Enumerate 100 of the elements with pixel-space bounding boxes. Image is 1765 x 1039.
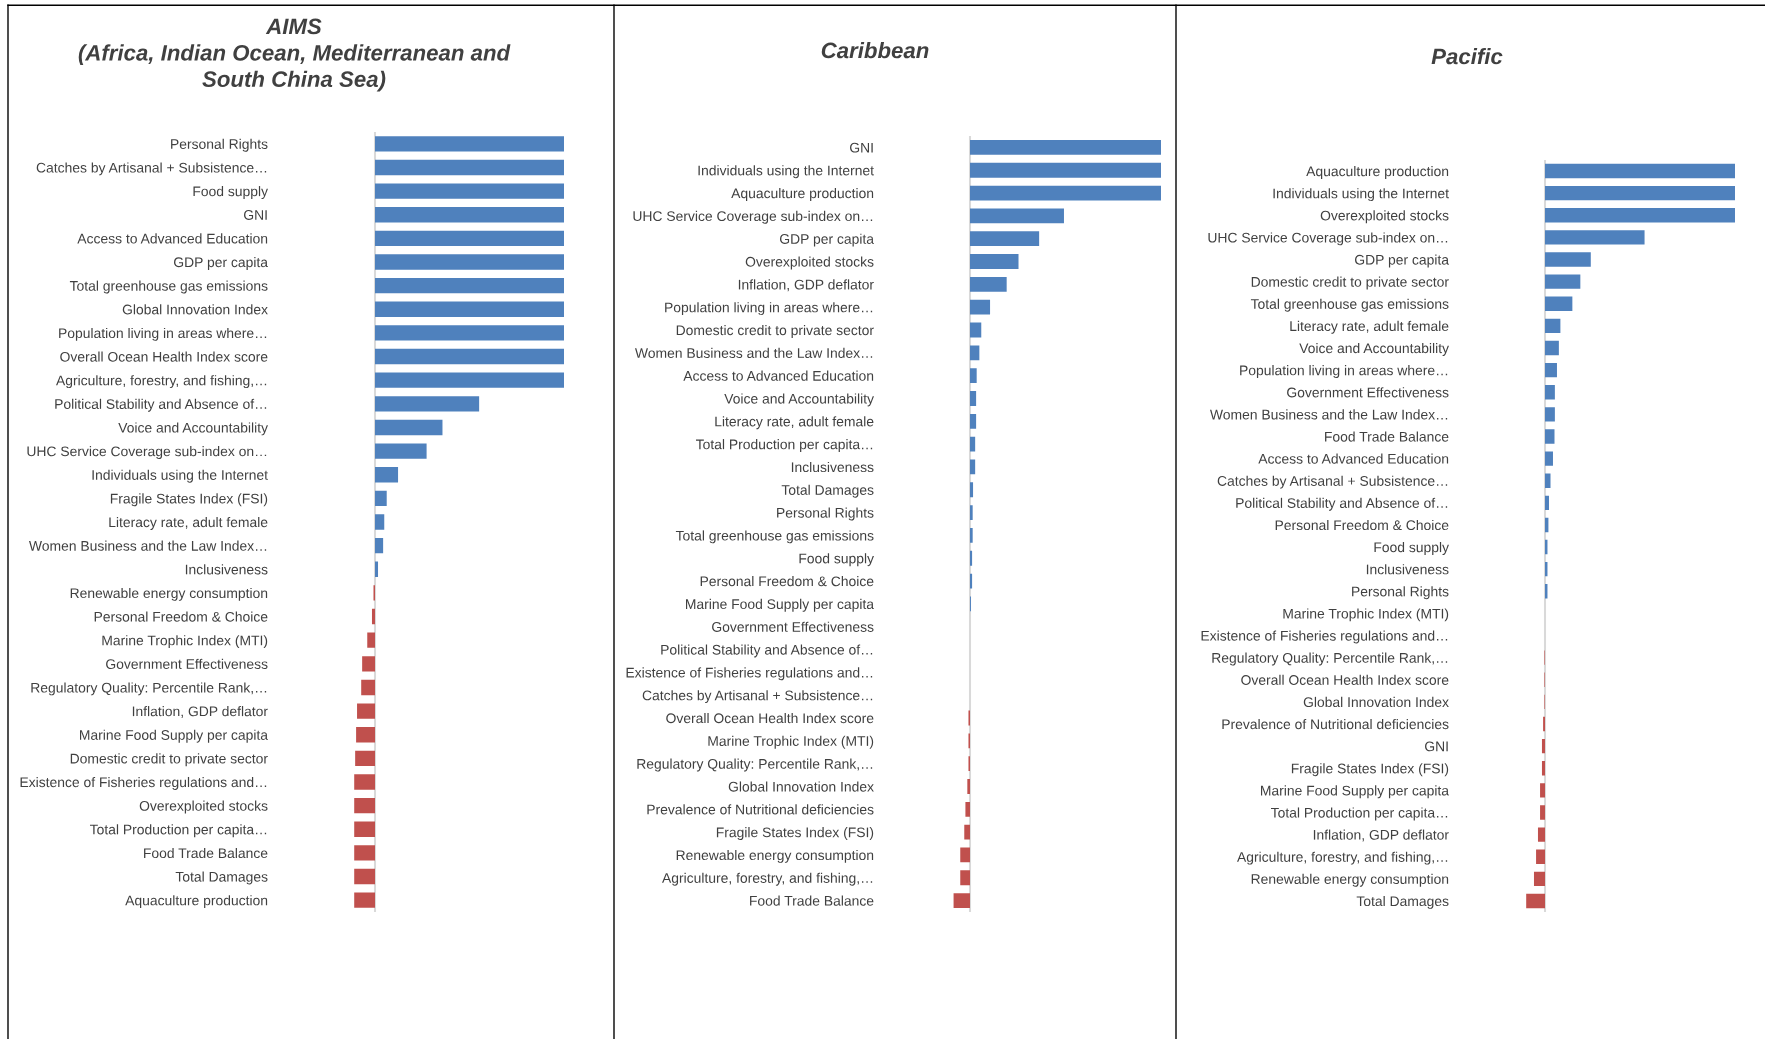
chart-title: Caribbean	[821, 42, 929, 59]
y-tick-label: Personal Freedom & Choice	[94, 611, 268, 622]
bar	[970, 413, 977, 429]
bar	[965, 801, 970, 817]
bar	[375, 254, 564, 270]
y-tick-label: Population living in areas where…	[665, 302, 873, 316]
y-tick-label: Regulatory Quality: Percentile Rank,…	[637, 758, 873, 772]
bar	[1545, 318, 1561, 334]
bar	[1545, 362, 1557, 378]
y-tick-label: Domestic credit to private sector	[676, 324, 874, 338]
y-tick-label: Overexploited stocks	[1320, 210, 1449, 224]
bar	[354, 892, 375, 908]
bar	[967, 779, 970, 794]
y-tick-label: Prevalence of Nutritional deficiencies	[647, 804, 874, 815]
y-tick-label: Total greenhouse gas emissions	[69, 280, 268, 294]
bar	[354, 868, 375, 885]
y-tick-label: Renewable energy consumption	[1251, 873, 1449, 887]
y-tick-label: Literacy rate, adult female	[1290, 320, 1449, 334]
y-tick-label: Inclusiveness	[1366, 564, 1449, 575]
bar	[1526, 893, 1545, 909]
bar	[964, 824, 970, 840]
bar	[1545, 163, 1735, 179]
y-tick-label: Aquaculture production	[1306, 166, 1449, 179]
bar	[970, 185, 1161, 201]
y-tick-label: Inclusiveness	[185, 564, 268, 575]
y-tick-label: Food supply	[1374, 542, 1449, 555]
y-tick-label: Personal Rights	[1352, 586, 1449, 600]
bar	[970, 345, 980, 361]
bar	[1545, 185, 1735, 201]
bar	[1545, 208, 1735, 223]
y-tick-label: Marine Trophic Index (MTI)	[102, 635, 268, 649]
y-tick-label: Inclusiveness	[791, 461, 874, 473]
bar	[1540, 783, 1545, 798]
y-tick-label: Food Trade Balance	[144, 847, 268, 859]
y-tick-label: Total Damages	[1356, 895, 1449, 909]
y-tick-label: Women Business and the Law Index…	[28, 540, 267, 551]
y-tick-label: Marine Trophic Index (MTI)	[708, 735, 874, 749]
y-tick-label: Aquaculture production	[731, 188, 874, 201]
y-tick-label: Access to Advanced Education	[683, 370, 874, 381]
y-tick-label: Global Innovation Index	[122, 304, 268, 315]
bar	[970, 208, 1064, 224]
bar	[1545, 429, 1555, 444]
y-tick-label: Voice and Accountability	[724, 393, 874, 407]
bar	[1536, 849, 1545, 864]
bar	[375, 159, 564, 176]
bar	[375, 301, 564, 317]
bar	[953, 893, 970, 909]
bar	[1545, 296, 1573, 311]
bar	[1545, 274, 1581, 289]
y-tick-label: Existence of Fisheries regulations and…	[1201, 630, 1448, 644]
bar	[1533, 871, 1545, 887]
y-tick-label: Personal Freedom & Choice	[1275, 519, 1449, 531]
y-tick-label: Government Effectiveness	[1287, 387, 1449, 398]
bar	[362, 656, 375, 672]
y-tick-label: Political Stability and Absence of…	[661, 644, 873, 658]
y-tick-label: UHC Service Coverage sub-index on…	[1208, 232, 1448, 246]
bar	[970, 505, 973, 521]
bar	[970, 436, 976, 452]
bar	[1537, 827, 1545, 842]
bar	[375, 325, 564, 341]
bar	[970, 299, 991, 315]
y-tick-label: GNI	[850, 142, 873, 153]
bar	[960, 847, 970, 863]
bar	[970, 391, 977, 406]
y-tick-label: Aquaculture production	[125, 895, 268, 909]
bar	[375, 467, 399, 483]
bar	[970, 527, 973, 543]
bar	[970, 573, 973, 589]
y-tick-label: Individuals using the Internet	[1273, 188, 1449, 202]
y-tick-label: Renewable energy consumption	[676, 849, 874, 863]
y-tick-label: Catches by Artisanal + Subsistence…	[642, 690, 873, 704]
y-tick-label: Total Damages	[175, 871, 268, 885]
y-tick-label: Prevalence of Nutritional deficiencies	[1222, 718, 1449, 730]
y-tick-label: Total Production per capita…	[89, 824, 267, 838]
y-tick-label: Agriculture, forestry, and fishing,…	[56, 375, 267, 389]
bar	[357, 703, 375, 719]
bar	[354, 774, 375, 790]
y-tick-label: Inflation, GDP deflator	[738, 279, 874, 292]
y-tick-label: Population living in areas where…	[1240, 365, 1448, 379]
bar	[970, 550, 973, 566]
bar	[375, 490, 387, 507]
y-tick-label: Government Effectiveness	[106, 658, 268, 669]
y-tick-label: UHC Service Coverage sub-index on…	[27, 446, 267, 460]
y-tick-label: Women Business and the Law Index…	[634, 347, 873, 358]
y-tick-label: GNI	[1425, 741, 1448, 752]
bar	[375, 372, 564, 388]
bar	[1545, 451, 1553, 466]
y-tick-label: Fragile States Index (FSI)	[716, 827, 874, 841]
y-tick-label: Women Business and the Law Index…	[1209, 409, 1448, 420]
y-tick-label: Access to Advanced Education	[1258, 453, 1449, 464]
bar	[970, 254, 1019, 269]
y-tick-label: Fragile States Index (FSI)	[1291, 763, 1449, 777]
y-tick-label: Personal Rights	[777, 507, 874, 521]
bar	[1541, 738, 1545, 754]
bar	[1540, 805, 1545, 820]
bar	[970, 139, 1161, 155]
bar	[970, 322, 982, 338]
y-tick-label: Overexploited stocks	[139, 800, 268, 814]
y-tick-label: GDP per capita	[780, 233, 874, 247]
bar	[375, 183, 564, 199]
